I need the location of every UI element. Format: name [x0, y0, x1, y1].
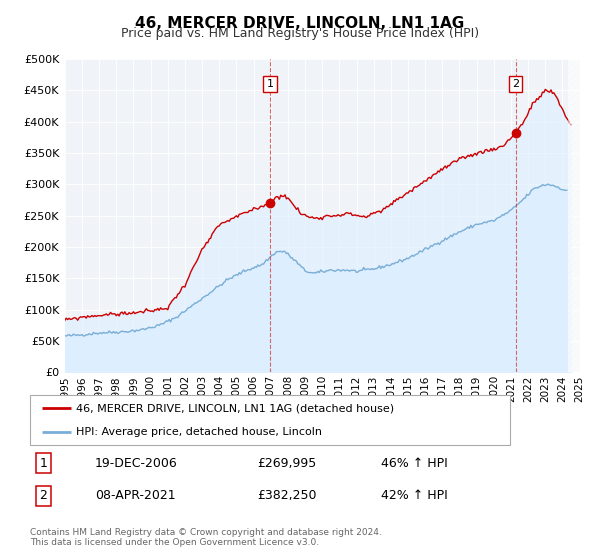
FancyBboxPatch shape — [30, 395, 510, 445]
Text: 2: 2 — [512, 79, 519, 89]
Text: 08-APR-2021: 08-APR-2021 — [95, 489, 175, 502]
Text: 1: 1 — [40, 457, 47, 470]
Text: £269,995: £269,995 — [257, 457, 316, 470]
Text: Price paid vs. HM Land Registry's House Price Index (HPI): Price paid vs. HM Land Registry's House … — [121, 27, 479, 40]
Text: 19-DEC-2006: 19-DEC-2006 — [95, 457, 178, 470]
Text: 1: 1 — [266, 79, 274, 89]
Text: 46, MERCER DRIVE, LINCOLN, LN1 1AG (detached house): 46, MERCER DRIVE, LINCOLN, LN1 1AG (deta… — [76, 403, 394, 413]
Text: 46, MERCER DRIVE, LINCOLN, LN1 1AG: 46, MERCER DRIVE, LINCOLN, LN1 1AG — [136, 16, 464, 31]
Text: Contains HM Land Registry data © Crown copyright and database right 2024.: Contains HM Land Registry data © Crown c… — [30, 528, 382, 536]
Text: HPI: Average price, detached house, Lincoln: HPI: Average price, detached house, Linc… — [76, 427, 322, 437]
Text: 2: 2 — [40, 489, 47, 502]
Text: This data is licensed under the Open Government Licence v3.0.: This data is licensed under the Open Gov… — [30, 538, 319, 547]
Text: £382,250: £382,250 — [257, 489, 316, 502]
Bar — [568, 59, 580, 372]
Text: 46% ↑ HPI: 46% ↑ HPI — [381, 457, 448, 470]
Text: 42% ↑ HPI: 42% ↑ HPI — [381, 489, 448, 502]
